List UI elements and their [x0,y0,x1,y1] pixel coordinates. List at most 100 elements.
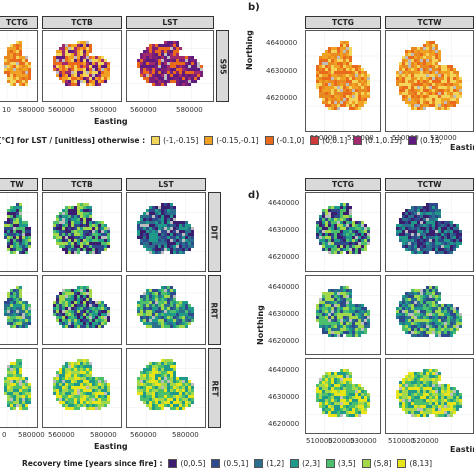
legend-label: (0,0.5] [180,459,206,468]
y-tick: 4640000 [268,283,300,291]
legend-label: (5,8] [373,459,392,468]
legend-label: (8,13] [409,459,433,468]
legend-swatch [353,136,363,145]
map-raster [127,193,205,271]
legend-label: (-0.15,-0.1] [216,136,259,145]
y-tick: 4620000 [266,94,298,102]
x-tick: 580000 [90,431,117,439]
x-tick: 530000 [430,134,457,142]
map-raster [43,31,121,101]
map-raster [127,349,205,427]
map-panel [0,348,38,428]
x-tick: 580000 [176,106,203,114]
map-panel [42,30,122,102]
map-raster [43,276,121,344]
legend-bottom-title: Recovery time [years since fire] : [22,459,163,468]
y-tick: 4640000 [268,199,300,207]
legend-swatch [361,459,371,468]
legend-swatch [290,459,300,468]
legend-bottom: Recovery time [years since fire] : (0,0.… [22,459,432,468]
map-raster [386,193,473,271]
strip-top-left-1: TCTG [0,16,38,29]
legend-top-title: [°C] for LST / [unitless] otherwise : [0,136,146,145]
legend-label: (3,5] [337,459,356,468]
y-tick: 4640000 [268,366,300,374]
legend-swatch [408,136,417,145]
legend-label: (0.1,0.15] [365,136,402,145]
map-raster [386,31,473,131]
map-panel [126,275,206,345]
map-raster [127,31,213,101]
map-panel [42,348,122,428]
x-tick: 520000 [412,437,439,445]
x-tick: 560000 [48,431,75,439]
legend-swatch [151,136,161,145]
x-tick: 530000 [350,437,377,445]
strip-bottom-right-2: TCTW [385,178,474,191]
y-tick: 4620000 [268,337,300,345]
map-raster [0,193,37,271]
map-panel [385,275,474,355]
section-label-d: d) [248,190,260,201]
map-panel [305,30,381,132]
map-raster [306,193,380,271]
strip-bottom-right-1: TCTG [305,178,381,191]
legend-swatch [325,459,335,468]
map-panel [305,275,381,355]
x-tick: 510000 [392,134,419,142]
x-tick: 0 [2,431,7,439]
map-panel [126,348,206,428]
map-panel [126,192,206,272]
map-raster [386,359,473,433]
strip-bottom-left-3: LST [126,178,206,191]
y-tick: 4630000 [268,226,300,234]
map-panel [385,358,474,434]
map-raster [306,276,380,354]
map-panel [305,192,381,272]
legend-label: (1,2] [266,459,285,468]
y-axis-title: Northing [256,305,265,345]
legend-top: [°C] for LST / [unitless] otherwise : (-… [0,136,442,145]
map-raster [43,193,121,271]
y-tick: 4630000 [266,67,298,75]
legend-swatch [264,136,274,145]
row-strip-ret: RET [208,348,221,428]
x-axis-title: Easting [94,442,128,451]
map-raster [43,349,121,427]
legend-label: (0.5,1] [223,459,249,468]
y-axis-title: Northing [245,30,254,70]
map-panel [0,30,38,102]
legend-label: (0.15, [420,136,443,145]
legend-swatch [211,459,221,468]
row-strip-dit: DIT [208,192,221,272]
map-panel [0,192,38,272]
legend-label: (-0.1,0] [276,136,305,145]
y-tick: 4620000 [268,253,300,261]
strip-top-right-1: TCTG [305,16,381,29]
y-tick: 4630000 [268,310,300,318]
x-tick: 560000 [130,431,157,439]
x-axis-title: Easting [94,117,128,126]
map-raster [127,276,205,344]
section-label-b: b) [248,2,260,13]
x-tick: 510000 [388,437,415,445]
x-tick: 510000 [306,437,333,445]
map-panel [305,358,381,434]
strip-top-right-2: TCTW [385,16,474,29]
map-panel [0,275,38,345]
map-raster [0,31,37,101]
map-raster [386,276,473,354]
legend-swatch [204,136,214,145]
map-raster [306,31,380,131]
strip-top-left-2: TCTB [42,16,122,29]
map-raster [0,349,37,427]
y-tick: 4620000 [268,420,300,428]
row-strip-rrt: RRT [208,275,221,345]
legend-swatch [254,459,264,468]
x-axis-title: Eastin [450,445,474,454]
strip-bottom-left-2: TCTB [42,178,122,191]
legend-label: (2,3] [302,459,320,468]
row-strip-s95: S95 [216,30,229,102]
strip-bottom-left-1: TW [0,178,38,191]
x-tick: 580000 [18,431,45,439]
